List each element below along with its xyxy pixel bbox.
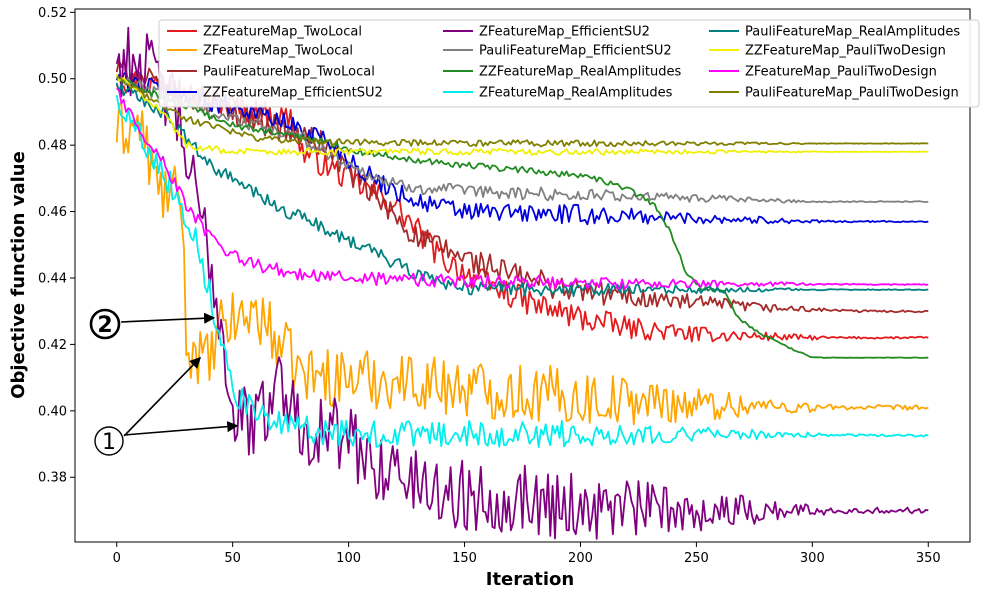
- x-tick-label: 100: [336, 551, 361, 566]
- x-tick-label: 200: [568, 551, 593, 566]
- y-tick-label: 0.48: [38, 139, 67, 154]
- legend-label-2: PauliFeatureMap_TwoLocal: [203, 65, 375, 80]
- x-axis: 0 50 100 150 200 250 300 350: [113, 542, 941, 566]
- series-line-5: [116, 76, 929, 204]
- y-axis-title: Objective function value: [8, 151, 29, 399]
- legend-label-3: ZZFeatureMap_EfficientSU2: [203, 86, 383, 101]
- x-axis-title: Iteration: [486, 569, 575, 590]
- series-line-1: [115, 102, 929, 426]
- x-tick-label: 250: [684, 551, 709, 566]
- legend-label-11: PauliFeatureMap_PauliTwoDesign: [745, 86, 959, 101]
- x-tick-label: 150: [452, 551, 477, 566]
- series-line-6: [116, 77, 929, 359]
- legend-box: [158, 19, 980, 108]
- legend-label-0: ZZFeatureMap_TwoLocal: [203, 25, 362, 40]
- series-line-9: [115, 73, 929, 156]
- x-tick-label: 300: [800, 551, 825, 566]
- series-line-0: [115, 71, 929, 343]
- plot-frame: [74, 8, 971, 543]
- annotation-2-label: 2: [97, 313, 112, 338]
- legend-label-5: PauliFeatureMap_EfficientSU2: [479, 44, 672, 59]
- x-tick-label: 0: [113, 551, 121, 566]
- series-line-8: [115, 82, 929, 297]
- series-line-10: [116, 87, 929, 290]
- legend-label-7: ZFeatureMap_RealAmplitudes: [479, 86, 673, 101]
- series-layer: [115, 26, 929, 540]
- y-tick-label: 0.52: [38, 6, 67, 21]
- y-tick-label: 0.38: [38, 471, 67, 486]
- series-line-7: [115, 95, 929, 448]
- annotation-1-arrow-b: [123, 421, 239, 436]
- legend-label-4: ZFeatureMap_EfficientSU2: [479, 25, 650, 40]
- legend-label-1: ZFeatureMap_TwoLocal: [203, 44, 353, 59]
- y-tick-label: 0.42: [38, 338, 67, 353]
- annotations: 21: [89, 308, 239, 456]
- series-line-4: [115, 26, 929, 540]
- y-tick-label: 0.50: [38, 72, 67, 87]
- annotation-2-circle: [89, 308, 121, 340]
- legend-label-10: ZFeatureMap_PauliTwoDesign: [745, 65, 937, 80]
- legend-label-6: ZZFeatureMap_RealAmplitudes: [479, 65, 682, 80]
- y-tick-label: 0.44: [38, 271, 67, 286]
- x-tick-label: 50: [224, 551, 241, 566]
- x-tick-label: 350: [916, 551, 941, 566]
- legend-label-9: ZZFeatureMap_PauliTwoDesign: [745, 44, 946, 59]
- legend: ZZFeatureMap_TwoLocal ZFeatureMap_TwoLoca…: [158, 19, 980, 108]
- series-line-11: [116, 75, 929, 148]
- y-tick-label: 0.46: [38, 205, 67, 220]
- annotation-1-arrow-a: [123, 356, 201, 437]
- y-axis: 0.38 0.40 0.42 0.44 0.46 0.48 0.50 0.52: [38, 6, 75, 486]
- annotation-1-label: 1: [102, 430, 116, 455]
- y-tick-label: 0.40: [38, 404, 67, 419]
- legend-label-8: PauliFeatureMap_RealAmplitudes: [745, 25, 960, 40]
- annotation-1-circle: [94, 426, 124, 456]
- annotation-2-arrow: [120, 312, 216, 324]
